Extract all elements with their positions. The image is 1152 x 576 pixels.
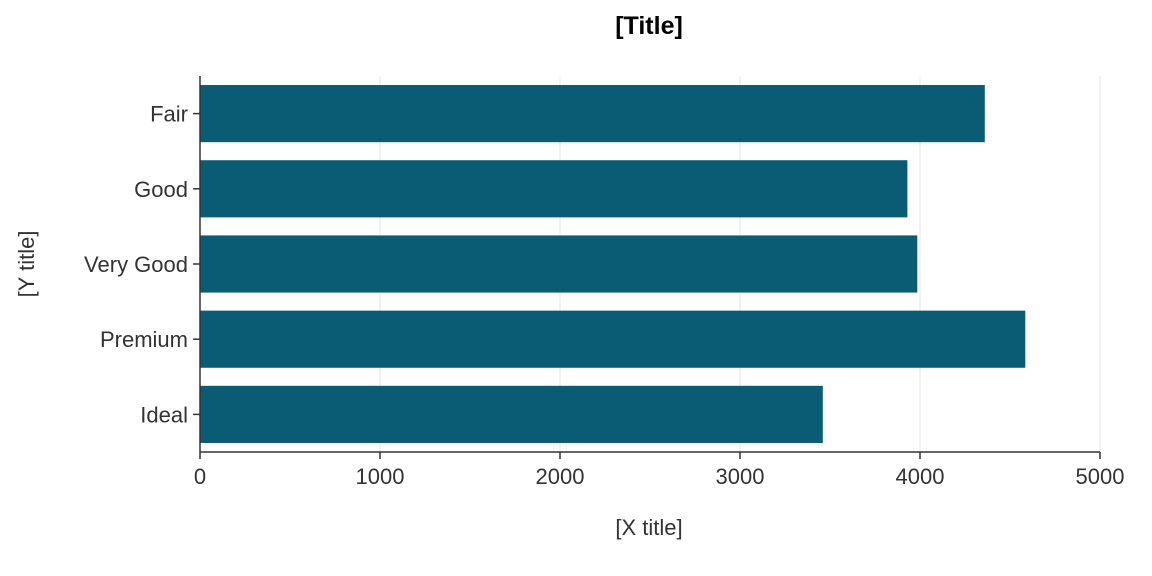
y-axis-ticks: Fair Good Very Good Premium Ideal [84,102,200,427]
y-axis-title: [Y title] [14,231,39,298]
x-tick-label: 3000 [716,464,765,489]
x-axis-ticks: 0 1000 2000 3000 4000 5000 [194,452,1125,489]
bar-good [200,160,908,218]
y-tick-label: Premium [100,327,188,352]
bar-premium [200,310,1026,368]
bars [200,85,1026,443]
x-tick-label: 0 [194,464,206,489]
x-tick-label: 1000 [356,464,405,489]
x-tick-label: 2000 [536,464,585,489]
x-tick-label: 4000 [896,464,945,489]
y-tick-label: Ideal [140,402,188,427]
y-tick-label: Fair [150,102,188,127]
bar-ideal [200,385,823,443]
x-axis-title: [X title] [615,515,682,540]
y-tick-label: Very Good [84,252,188,277]
bar-fair [200,85,985,143]
chart-title: [Title] [615,12,683,40]
y-tick-label: Good [134,177,188,202]
bar-very-good [200,235,918,293]
x-tick-label: 5000 [1076,464,1125,489]
